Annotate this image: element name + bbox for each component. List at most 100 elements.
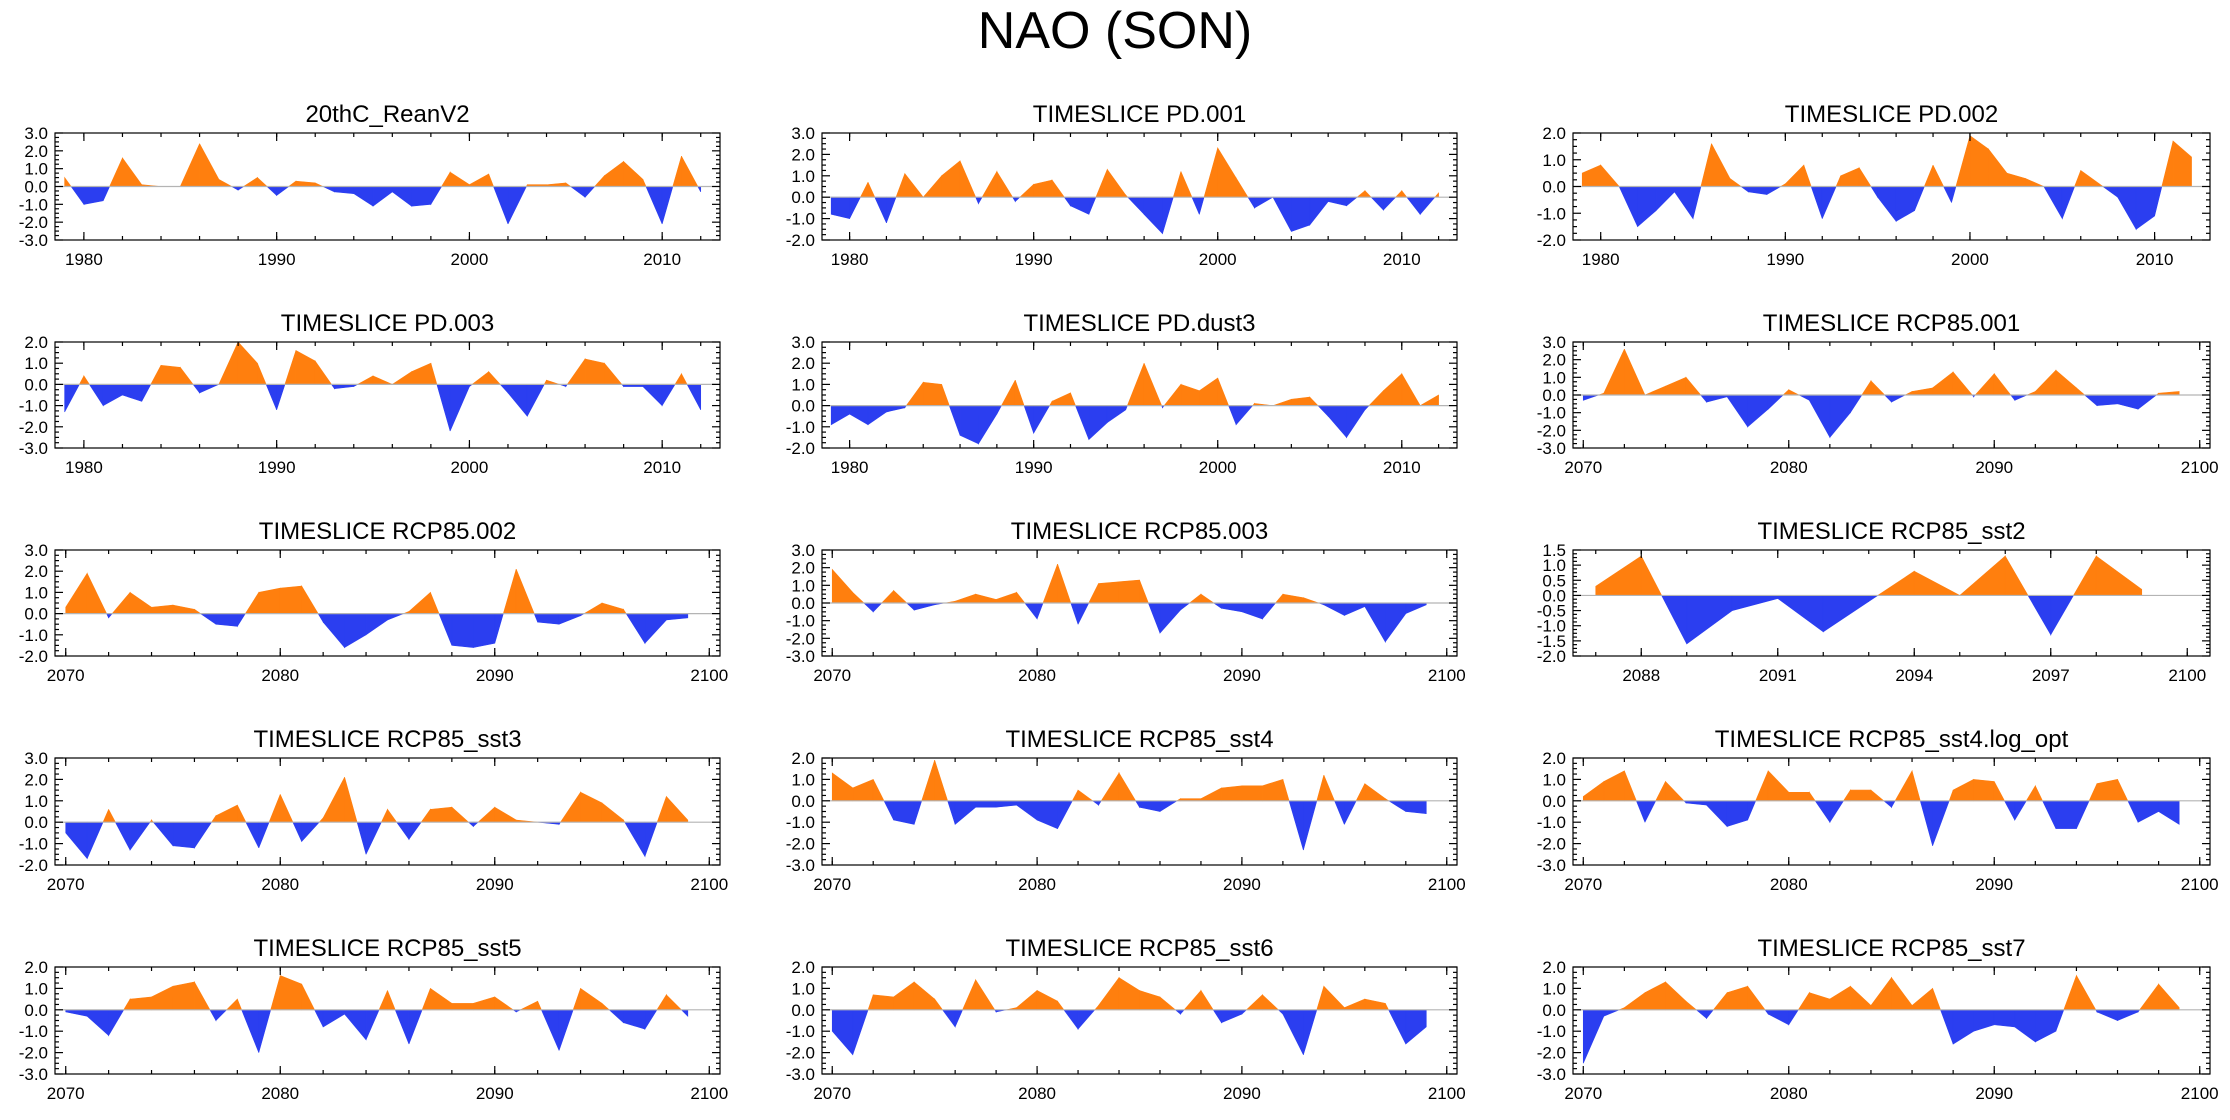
positive-area [1303,597,1319,604]
x-tick-label: 2080 [261,666,299,685]
positive-area [1200,593,1215,604]
x-tick-label: 2088 [1622,666,1660,685]
y-tick-label: -3.0 [19,1065,48,1084]
positive-area [199,143,220,187]
negative-area [1877,186,1897,223]
positive-area [301,983,316,1011]
y-tick-label: -2.0 [1537,231,1566,250]
positive-area [1911,770,1921,802]
y-tick-label: 2.0 [791,354,815,373]
positive-area [1100,771,1120,802]
negative-area [507,186,527,225]
positive-area [1364,998,1386,1011]
negative-area [1063,196,1071,207]
negative-area [1767,1009,1790,1026]
positive-area [1711,143,1731,187]
positive-area [378,990,388,1011]
positive-area [2055,369,2077,396]
positive-area [1911,387,1933,396]
x-tick-label: 2010 [1383,250,1421,269]
positive-area [852,778,874,802]
negative-area [1810,186,1823,219]
negative-area [686,384,702,410]
negative-area [1159,602,1181,634]
negative-area [1254,196,1275,209]
positive-area [872,994,894,1011]
panel-title: TIMESLICE RCP85_sst6 [1005,935,1273,962]
positive-area [1788,791,1810,802]
negative-area [1388,1009,1407,1045]
negative-area [978,196,983,205]
y-tick-label: 3.0 [24,541,48,560]
negative-area [1346,405,1366,439]
positive-area [1729,177,1742,187]
positive-area [1016,591,1026,604]
positive-area [1221,785,1243,802]
negative-area [1973,1009,1995,1032]
x-tick-label: 2070 [1564,458,1602,477]
positive-area [934,760,949,802]
positive-area [1200,989,1214,1011]
y-tick-label: -1.0 [19,626,48,645]
negative-area [1077,1009,1096,1030]
negative-area [1618,186,1638,227]
negative-area [905,602,915,611]
positive-area [1199,377,1219,406]
negative-area [625,613,646,645]
positive-area [1932,164,1945,187]
positive-area [1809,992,1831,1011]
positive-area [1843,789,1851,802]
negative-area [947,800,956,825]
positive-area [270,975,281,1011]
positive-area [441,171,451,187]
y-tick-label: 2.0 [791,559,815,578]
panel-title: TIMESLICE RCP85.002 [259,518,516,545]
positive-area [1183,989,1202,1011]
x-tick-label: 2080 [261,875,299,894]
negative-area [430,186,443,206]
positive-area [108,809,116,823]
y-tick-label: 1.0 [24,160,48,179]
negative-area [1891,394,1906,403]
y-tick-label: 0.0 [1542,178,1566,197]
negative-area [1914,186,1925,211]
negative-area [680,1009,689,1017]
y-tick-label: 3.0 [791,541,815,560]
positive-area [242,177,258,187]
negative-area [1932,800,1950,846]
positive-area [268,794,281,823]
negative-area [1364,602,1386,643]
negative-area [948,405,961,436]
positive-area [1835,175,1842,187]
x-tick-label: 2070 [47,666,85,685]
negative-area [392,186,412,207]
positive-area [1033,179,1053,198]
negative-area [330,384,335,390]
negative-area [102,384,123,407]
y-tick-label: 1.0 [1542,368,1566,387]
positive-area [572,988,581,1011]
negative-area [2010,394,2016,402]
negative-area [1016,800,1038,821]
negative-area [493,186,509,225]
positive-area [237,998,243,1011]
positive-area [179,143,200,187]
negative-area [2137,800,2159,823]
y-tick-label: -2.0 [786,629,815,648]
negative-area [1317,405,1329,417]
y-tick-label: -1.0 [786,813,815,832]
positive-area [1782,389,1790,396]
positive-area [86,573,108,614]
negative-area [2096,394,2118,406]
negative-area [507,384,528,418]
positive-area [1700,143,1712,187]
y-tick-label: 1.0 [1542,979,1566,998]
positive-area [237,341,258,385]
positive-area [515,568,535,614]
negative-area [874,196,887,224]
positive-area [1274,593,1284,604]
positive-area [1785,164,1805,187]
positive-area [1603,348,1625,396]
